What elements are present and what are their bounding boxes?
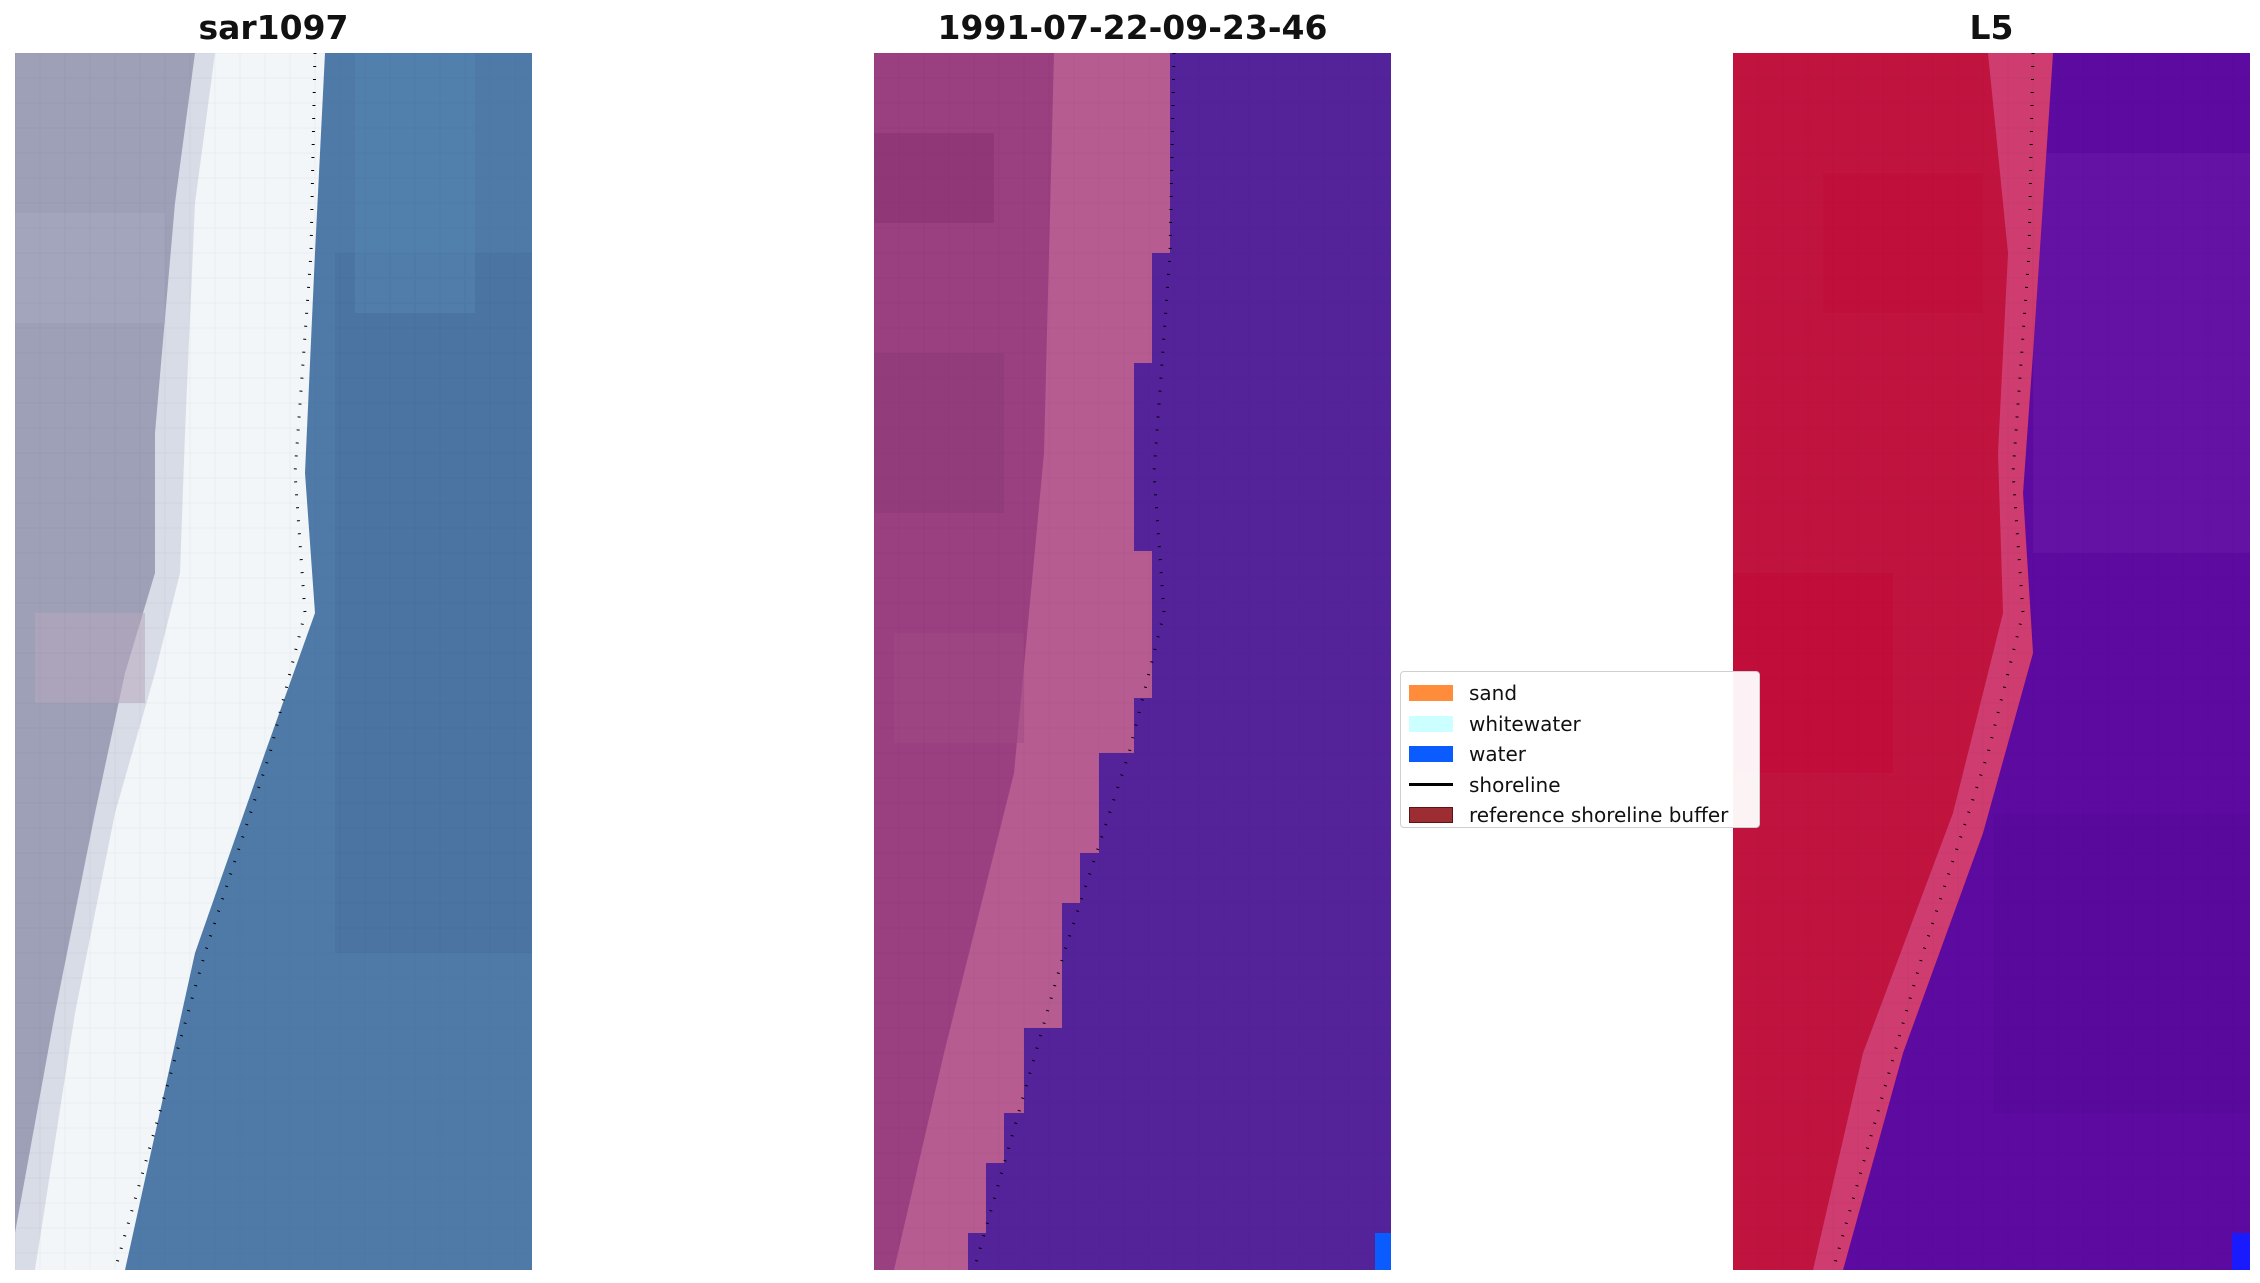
rgb-image-panel [15, 53, 532, 1270]
water-pixel-marker [2232, 1233, 2250, 1270]
panel-title-index: L5 [1969, 8, 2014, 47]
legend-label: shoreline [1469, 772, 1561, 797]
legend-item-water: water [1409, 739, 1759, 770]
legend-item-whitewater: whitewater [1409, 709, 1759, 740]
legend-label: water [1469, 742, 1526, 767]
index-panel [1733, 53, 2250, 1270]
legend-label: sand [1469, 681, 1518, 706]
panel-title-classification: 1991-07-22-09-23-46 [937, 8, 1328, 47]
legend-item-reference-shoreline-buffer: reference shoreline buffer [1409, 800, 1759, 828]
sand-swatch [1409, 685, 1453, 702]
legend-item-sand: sand [1409, 678, 1759, 709]
panel-title-rgb: sar1097 [198, 8, 349, 47]
legend-label: reference shoreline buffer [1469, 803, 1729, 828]
whitewater-swatch [1409, 715, 1453, 732]
water-pixel-marker [1375, 1233, 1391, 1270]
shoreline-line-swatch [1409, 783, 1453, 787]
legend-label: whitewater [1469, 711, 1581, 736]
reference-buffer-swatch [1409, 807, 1453, 824]
legend: sand whitewater water shoreline referenc… [1400, 671, 1760, 828]
classification-panel [874, 53, 1391, 1270]
legend-item-shoreline: shoreline [1409, 770, 1759, 801]
water-swatch [1409, 746, 1453, 763]
